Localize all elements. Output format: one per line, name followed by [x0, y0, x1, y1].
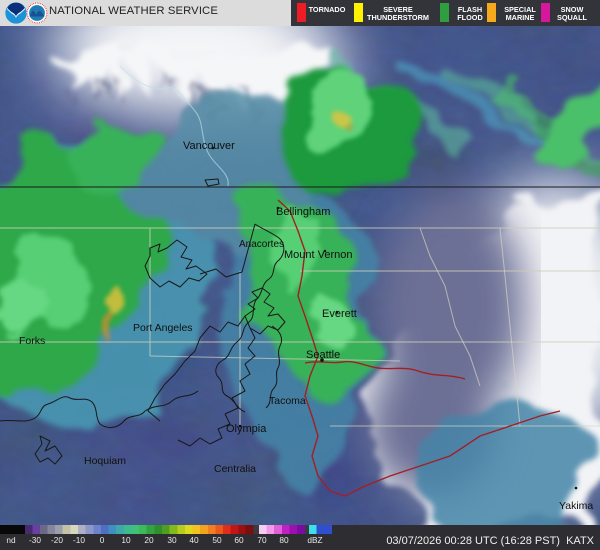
svg-text:Everett: Everett [322, 308, 357, 320]
svg-text:Mount Vernon: Mount Vernon [284, 249, 353, 261]
svg-text:Bellingham: Bellingham [276, 206, 330, 218]
svg-text:Tacoma: Tacoma [269, 395, 306, 407]
svg-text:Hoquiam: Hoquiam [84, 455, 126, 467]
svg-text:Seattle: Seattle [306, 349, 340, 361]
svg-text:Anacortes: Anacortes [239, 239, 284, 250]
svg-text:Port Angeles: Port Angeles [133, 322, 193, 334]
svg-text:Centralia: Centralia [214, 463, 256, 475]
svg-text:Olympia: Olympia [226, 423, 267, 435]
svg-text:Yakima: Yakima [559, 500, 593, 512]
svg-text:Vancouver: Vancouver [183, 140, 235, 152]
svg-text:Forks: Forks [19, 335, 45, 347]
